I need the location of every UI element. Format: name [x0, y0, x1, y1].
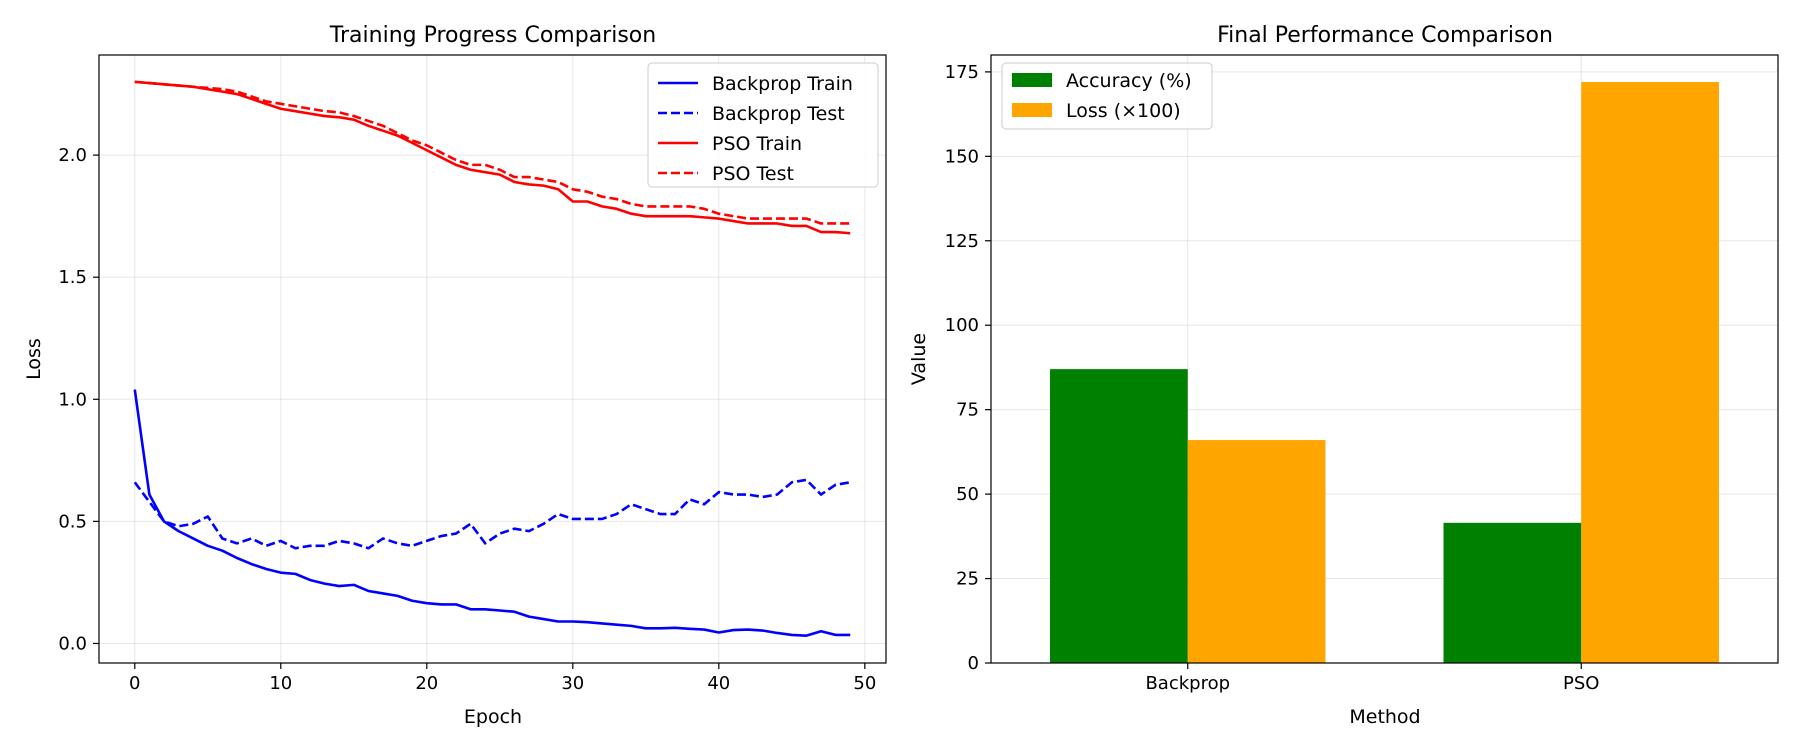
- bar-loss-100-pso: [1581, 82, 1719, 664]
- left-y-axis-label: Loss: [23, 338, 45, 380]
- right-y-tick-label: 150: [945, 146, 979, 167]
- right-y-tick-label: 100: [945, 315, 979, 336]
- bar-accuracy-pso: [1443, 522, 1582, 663]
- right-y-axis-label: Value: [908, 333, 930, 385]
- legend-label-backprop-test: Backprop Test: [712, 103, 845, 125]
- bar-accuracy-backprop: [1050, 369, 1188, 663]
- left-y-tick-label: 0.0: [58, 633, 87, 654]
- left-axes-frame: [98, 54, 887, 664]
- left-legend: Backprop Train Backprop Test PSO Train PSO …: [647, 62, 879, 188]
- legend-label-backprop-train: Backprop Train: [712, 73, 853, 95]
- left-x-tick-label: 30: [561, 673, 584, 694]
- final-performance-chart: Final Performance Comparison 0 25 50 75 100 1…: [908, 23, 1779, 728]
- left-series-lines: [133, 80, 851, 637]
- right-bars: [1050, 82, 1719, 664]
- right-x-tick-label: PSO: [1563, 673, 1599, 694]
- bar-loss-100-backprop: [1187, 440, 1326, 663]
- left-y-tick-label: 2.0: [58, 145, 87, 166]
- legend-label-accuracy: Accuracy (%): [1066, 70, 1192, 92]
- left-x-axis-label: Epoch: [464, 706, 522, 728]
- right-y-tick-label: 75: [956, 400, 979, 421]
- right-axes-frame: [990, 54, 1779, 664]
- series-line-backprop-test: [133, 478, 851, 550]
- legend-swatch-loss-100: [1012, 103, 1052, 117]
- left-x-tick-label: 0: [129, 673, 140, 694]
- series-line-pso-train: [134, 80, 851, 235]
- left-y-tick-label: 0.5: [58, 511, 87, 532]
- right-x-axis-label: Method: [1349, 706, 1420, 728]
- right-y-tick-label: 125: [945, 231, 979, 252]
- legend-label-loss-100: Loss (×100): [1066, 100, 1181, 122]
- right-legend-box: [1001, 62, 1213, 130]
- left-chart-title: Training Progress Comparison: [329, 23, 656, 48]
- left-y-tick-label: 1.5: [58, 267, 87, 288]
- left-x-tick-label: 20: [415, 673, 438, 694]
- legend-label-pso-test: PSO Test: [712, 163, 794, 185]
- right-legend: Accuracy (%) Loss (×100): [1001, 62, 1213, 130]
- left-y-tick-label: 1.0: [58, 389, 87, 410]
- left-legend-box: [647, 62, 879, 188]
- series-line-backprop-train: [133, 389, 851, 637]
- legend-label-pso-train: PSO Train: [712, 133, 802, 155]
- left-x-tick-label: 50: [853, 673, 876, 694]
- right-chart-title: Final Performance Comparison: [1217, 23, 1553, 48]
- training-progress-chart: Training Progress Comparison 0 10 20 30 40 50…: [23, 23, 887, 728]
- right-y-tick-label: 50: [956, 484, 979, 505]
- right-ticks: 0 25 50 75 100 125 150 175 Backprop PSO: [945, 62, 1600, 694]
- right-y-tick-label: 25: [956, 569, 979, 590]
- right-y-tick-label: 175: [945, 62, 979, 83]
- series-line-pso-test: [134, 80, 851, 225]
- left-x-tick-label: 40: [707, 673, 730, 694]
- left-ticks: 0 10 20 30 40 50 0.0 0.5 1.0 1.5 2.0: [58, 145, 876, 694]
- right-x-tick-label: Backprop: [1145, 673, 1230, 694]
- legend-swatch-accuracy: [1012, 73, 1052, 87]
- left-x-tick-label: 10: [269, 673, 292, 694]
- right-y-tick-label: 0: [968, 653, 979, 674]
